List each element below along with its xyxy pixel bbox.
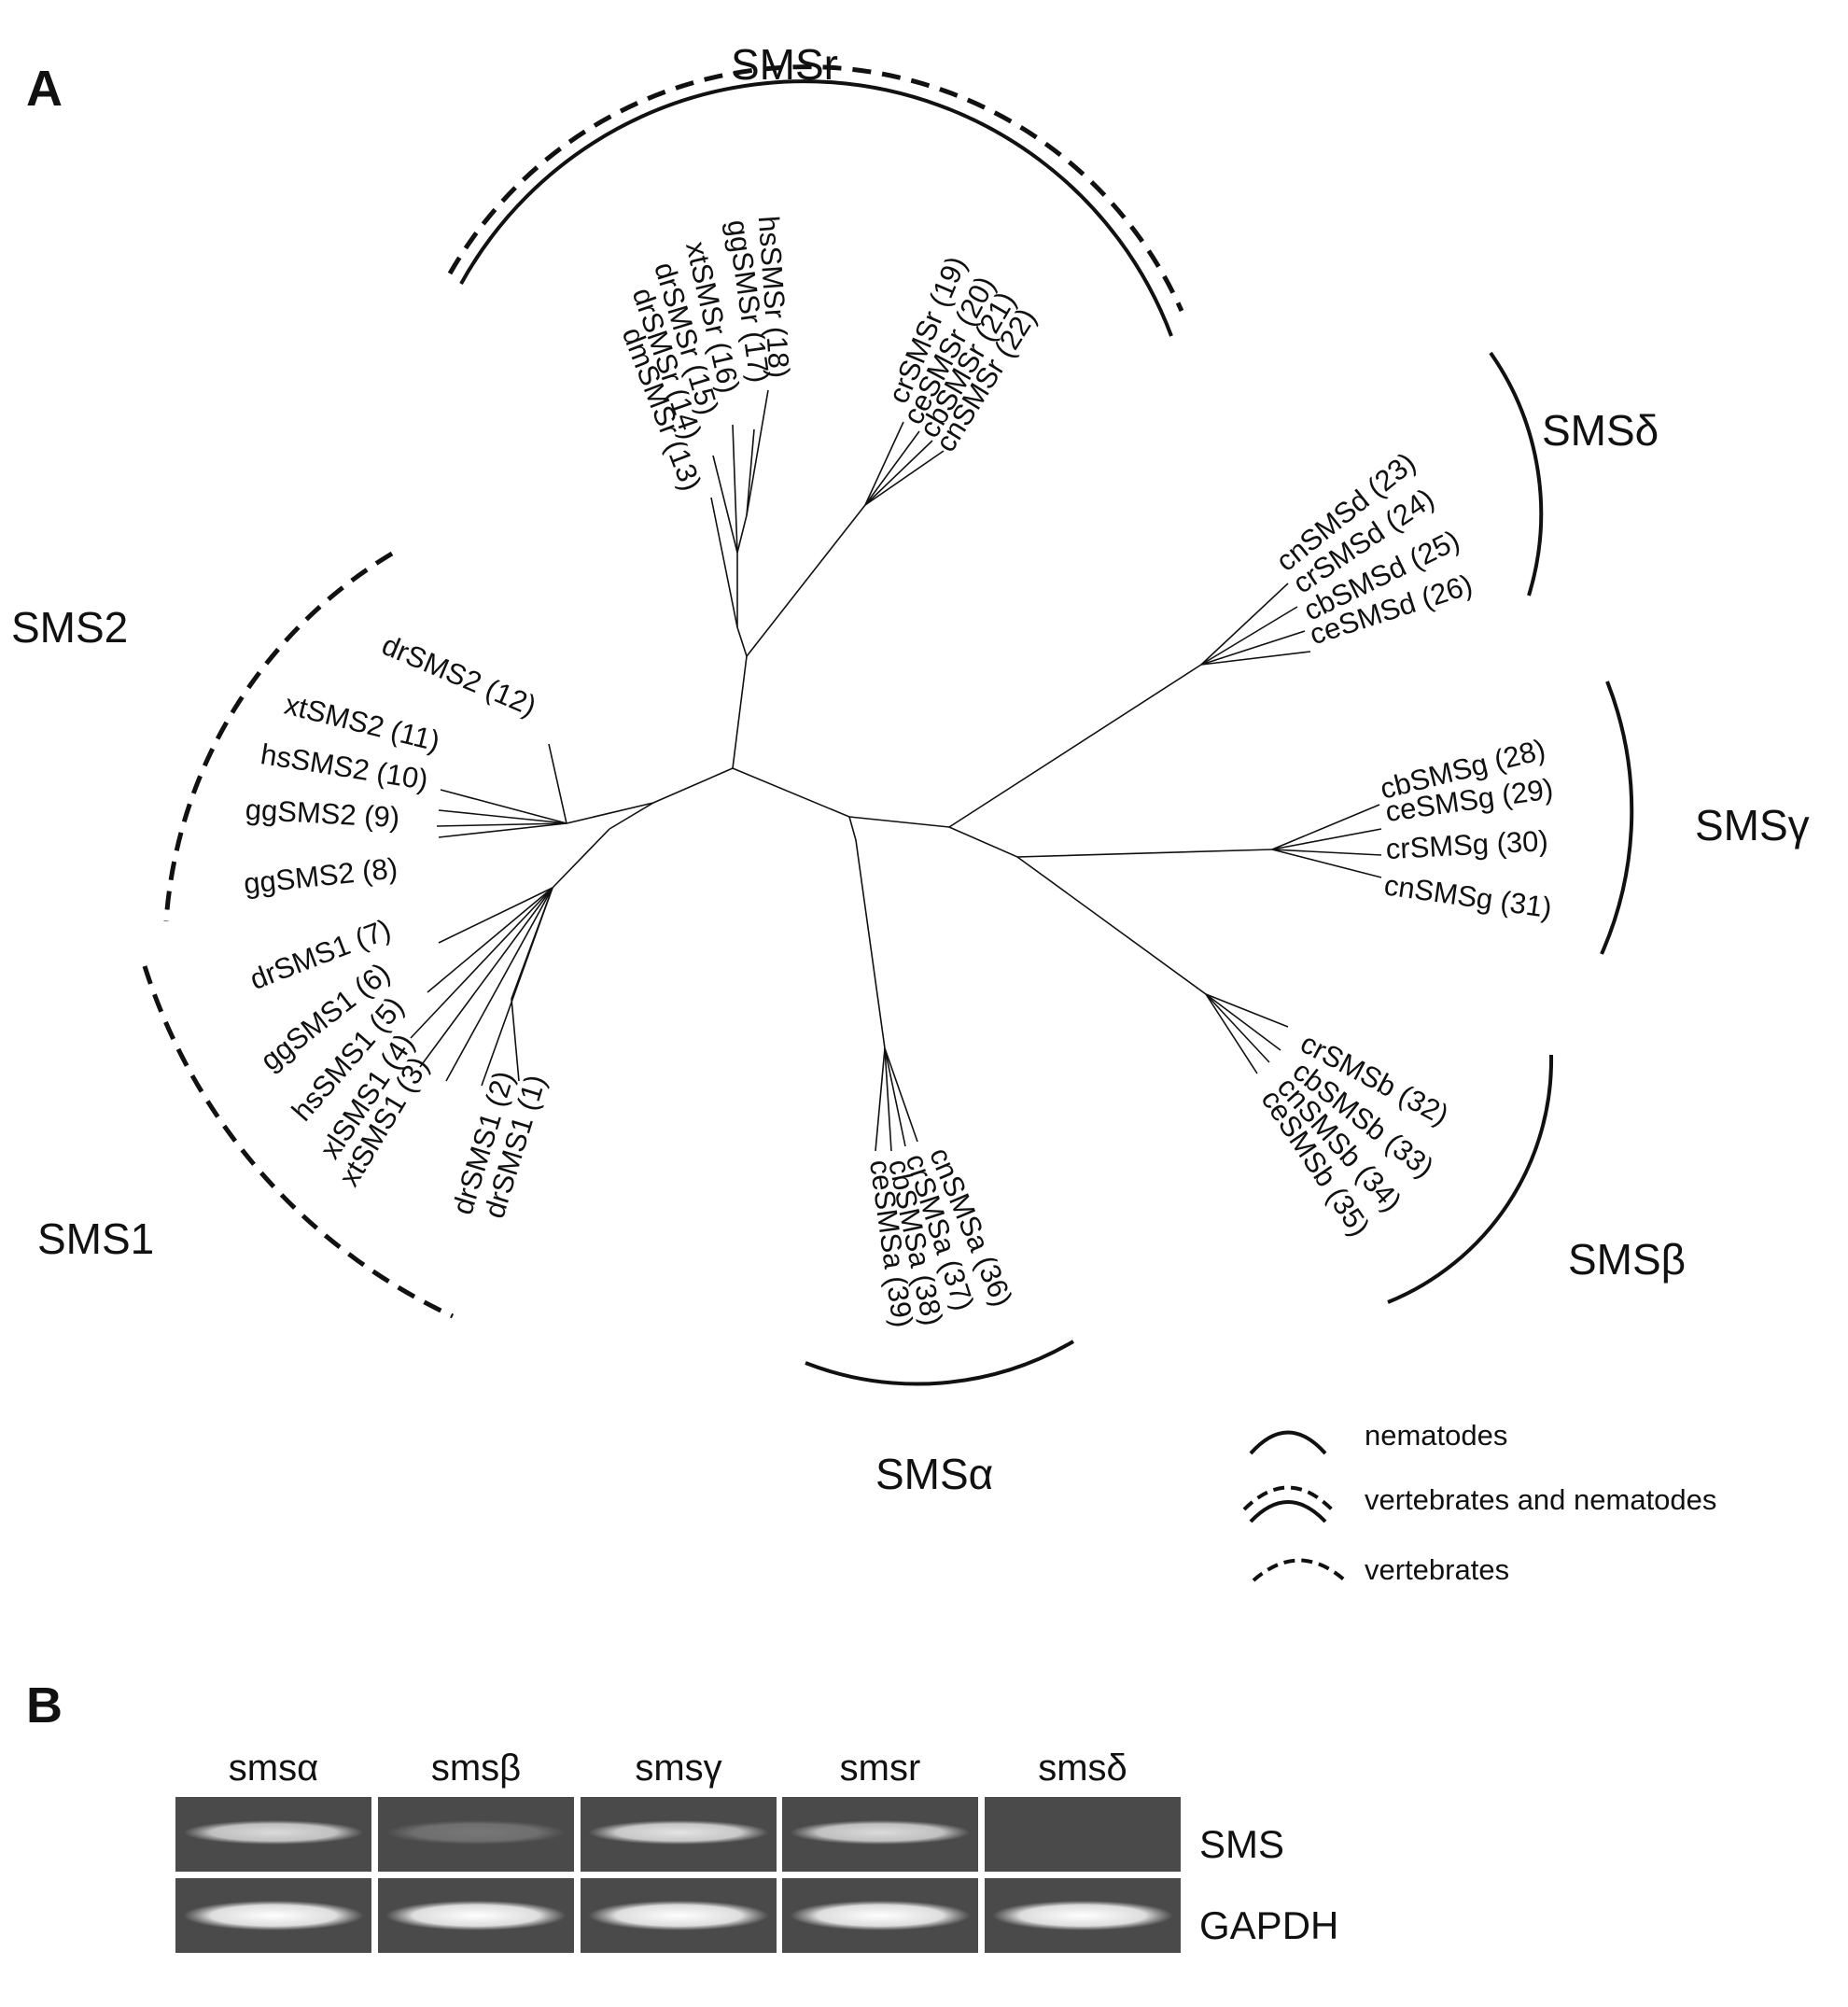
branch-right-main [732, 767, 950, 828]
branch-smsg-stem [948, 826, 1273, 858]
leaf-label: ggSMS2 (8) [242, 851, 399, 900]
branch-sms2-11 [440, 789, 567, 824]
branch-smsr-22 [864, 450, 945, 506]
leaf-label: drSMS2 (12) [377, 628, 540, 723]
branch-smsr-16 [732, 424, 738, 554]
branch-sms1-7 [438, 887, 553, 944]
arc-smsr-dashed [447, 64, 1184, 313]
gel-band-sms [183, 1820, 364, 1845]
gel-band-sms [588, 1820, 769, 1845]
branch-sms1-stem [552, 828, 610, 889]
legend-label-vertebrates: vertebrates [1365, 1553, 1509, 1586]
gel-panel: smsα smsβ smsγ smsr smsδ [175, 1747, 1181, 1953]
branch-smsa-39 [875, 1047, 886, 1152]
gel-band-sms [790, 1820, 971, 1845]
branch-smsg-31 [1271, 849, 1382, 878]
arc-smsr-solid [459, 79, 1173, 337]
group-label-smsb: SMSβ [1568, 1235, 1686, 1284]
branch-smsa-stem [848, 816, 886, 1049]
leaf-labels: drSMS1 (1)drSMS1 (2)xtSMS1 (3)xlSMS1 (4)… [242, 215, 1555, 1329]
gel-lane-label: smsγ [635, 1747, 721, 1789]
branch-sms1-5 [410, 887, 553, 1039]
branch-smsd-24 [1200, 606, 1298, 666]
branch-smsa-38 [884, 1047, 892, 1152]
gel-lane-label: smsβ [431, 1747, 521, 1789]
arc-sms1 [142, 965, 455, 1319]
group-label-smsa: SMSα [875, 1450, 993, 1498]
branch-smsa-36 [884, 1047, 918, 1143]
phylogenetic-tree [410, 389, 1382, 1152]
branch-smsr-17 [736, 428, 755, 554]
branch-smsr-18 [746, 389, 769, 516]
group-label-smsg: SMSγ [1695, 801, 1810, 849]
branch-smsd-26 [1200, 651, 1311, 666]
branch-smsr-19 [864, 421, 904, 506]
leaf-label: cnSMSg (31) [1382, 868, 1554, 924]
legend-dashed-arc [1252, 1558, 1347, 1582]
gel-row-label-sms: SMS [1199, 1822, 1284, 1866]
group-label-sms2: SMS2 [11, 603, 128, 652]
gel-band-gapdh [385, 1901, 567, 1930]
branch-smsb-33 [1205, 993, 1281, 1051]
gel-band-gapdh [588, 1901, 769, 1930]
legend: nematodes vertebrates and nematodes vert… [1242, 1419, 1716, 1586]
branch-smsb-35 [1205, 993, 1258, 1074]
branch-smsr-nem [746, 504, 866, 657]
gel-band-gapdh [790, 1901, 971, 1930]
group-label-sms1: SMS1 [37, 1214, 154, 1263]
leaf-label: crSMSg (30) [1385, 824, 1549, 865]
legend-label-nematodes: nematodes [1365, 1419, 1507, 1452]
gel-band-gapdh [183, 1901, 364, 1930]
gel-band-gapdh [992, 1901, 1173, 1930]
branch-smsg-28 [1271, 804, 1380, 850]
gel-lane-label: smsδ [1038, 1747, 1127, 1789]
branch-sms2-9 [436, 822, 567, 827]
arc-smsa [805, 1340, 1075, 1386]
legend-label-vertebrates-and-nematodes: vertebrates and nematodes [1365, 1483, 1716, 1516]
branch-sms1-1 [511, 887, 553, 1082]
arc-smsb [1387, 1054, 1554, 1304]
branch-smsr-20 [864, 430, 920, 506]
branch-smsg-30 [1271, 849, 1382, 856]
branch-smsr-13 [710, 497, 748, 769]
gel-lane-label: smsα [229, 1747, 318, 1789]
branch-sms2-8 [438, 822, 567, 838]
branch-smsb-stem [1016, 856, 1289, 1028]
gel-row-label-gapdh: GAPDH [1199, 1903, 1338, 1947]
branch-smsd-stem [948, 664, 1202, 828]
group-labels: SMSr SMSδ SMSγ SMSβ SMSα SMS1 SMS2 [11, 40, 1810, 1498]
branch-sms1-4 [419, 887, 553, 1068]
leaf-label: ggSMS2 (9) [245, 793, 400, 835]
arc-sms2 [163, 551, 394, 922]
gel-lane-label: smsr [840, 1747, 921, 1789]
branch-smsa-37 [884, 1047, 906, 1147]
branch-left-main [609, 767, 734, 830]
branch-sms1-6 [427, 887, 553, 993]
branch-smsg-29 [1271, 828, 1382, 850]
legend-double-solid [1249, 1500, 1327, 1523]
branch-smsd-23 [1200, 582, 1289, 666]
panel-a-label: A [26, 61, 63, 117]
group-label-smsr: SMSr [731, 40, 838, 89]
branch-sms2-10 [438, 809, 567, 824]
legend-double-dashed [1242, 1485, 1334, 1511]
gel-band-sms [385, 1820, 567, 1845]
branch-smsr-15 [712, 455, 738, 554]
group-arcs [142, 64, 1634, 1386]
legend-solid-arc [1249, 1430, 1327, 1455]
branch-smsr-21 [864, 440, 933, 506]
branch-smsb-34 [1205, 993, 1270, 1063]
arc-smsg [1600, 681, 1634, 955]
group-label-smsd: SMSδ [1542, 406, 1659, 455]
gel-cell-sms [985, 1797, 1181, 1872]
arc-smsd [1489, 351, 1544, 596]
panel-b-label: B [26, 1677, 63, 1733]
branch-smsd-25 [1200, 630, 1306, 666]
branch-sms1-3 [445, 887, 553, 1082]
